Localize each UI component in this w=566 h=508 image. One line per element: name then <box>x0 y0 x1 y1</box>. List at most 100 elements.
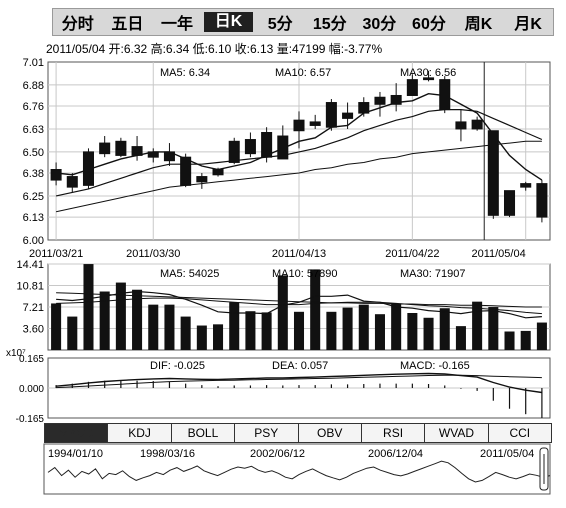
candle-body <box>261 131 273 158</box>
tab-indicator-boll[interactable]: BOLL <box>172 424 236 442</box>
quote-date: 2011/05/04 <box>46 42 106 56</box>
tab-period-0[interactable]: 分时 <box>61 16 94 33</box>
volume-y-tick: 14.41 <box>16 259 44 271</box>
volume-bar <box>423 317 434 350</box>
ma10-label: MA10: 6.57 <box>275 67 331 79</box>
price-y-tick: 6.50 <box>23 147 44 159</box>
tab-period-5[interactable]: 5分 <box>267 16 293 33</box>
volume-bar <box>180 316 191 350</box>
candle-body <box>99 142 111 155</box>
tab-indicator-obv[interactable]: OBV <box>299 424 362 442</box>
vol-ma30-label: MA30: 71907 <box>400 268 465 280</box>
tab-period-k[interactable]: 月K <box>514 16 542 33</box>
volume-bar <box>488 307 499 350</box>
tab-indicator-psy[interactable]: PSY <box>235 424 299 442</box>
macd-y-tick: 0.000 <box>19 384 44 395</box>
volume-bar <box>342 307 353 350</box>
volume-bar <box>326 311 337 350</box>
indicator-tabs: MACD KDJ BOLL PSY OBV RSI WVAD CCI <box>44 423 552 443</box>
tab-period-60[interactable]: 60分 <box>412 16 446 33</box>
candle-body <box>390 94 402 105</box>
volume-bar <box>536 322 547 350</box>
tab-period-2[interactable]: 一年 <box>160 16 193 33</box>
candle-body <box>471 119 483 130</box>
candle-body <box>536 183 548 218</box>
candle-body <box>196 176 208 183</box>
price-x-tick: 2011/03/30 <box>126 248 180 260</box>
candle-body <box>358 102 370 114</box>
volume-bar <box>196 325 207 350</box>
candle-body <box>293 119 305 132</box>
navigator-x-tick: 1994/01/10 <box>48 448 103 460</box>
macd-label: MACD: -0.165 <box>400 360 470 372</box>
tab-indicator-cci[interactable]: CCI <box>509 426 531 440</box>
candle-body <box>163 151 175 162</box>
volume-bar <box>83 264 94 350</box>
navigator-x-tick: 1998/03/16 <box>140 448 195 460</box>
ma5-label: MA5: 6.34 <box>160 67 210 79</box>
volume-bar <box>455 326 466 350</box>
candle-body <box>325 102 337 128</box>
volume-bar <box>407 312 418 350</box>
volume-bar <box>310 269 321 350</box>
volume-bar <box>213 324 224 350</box>
candle-body <box>374 96 386 105</box>
navigator-x-tick: 2011/05/04 <box>480 448 534 460</box>
candle-body <box>244 139 256 155</box>
candle-body <box>212 169 224 176</box>
macd-y-tick: 0.165 <box>19 354 44 365</box>
tab-period-15[interactable]: 15分 <box>312 16 347 33</box>
close-label: 收: <box>234 42 250 56</box>
vol-ma5-line <box>56 290 542 319</box>
volume-bar <box>229 302 240 350</box>
ma30-line <box>55 140 542 213</box>
volume-bar <box>374 314 385 350</box>
dea-label: DEA: 0.057 <box>272 360 328 372</box>
tab-indicator-kdj[interactable]: KDJ <box>108 424 172 442</box>
price-y-tick: 6.00 <box>23 235 44 247</box>
vol-ma5-label: MA5: 54025 <box>160 268 219 280</box>
candle-body <box>503 190 516 216</box>
candle-body <box>455 121 467 130</box>
tab-indicator-macd[interactable]: MACD <box>45 424 109 442</box>
tab-period-30[interactable]: 30分 <box>362 16 397 33</box>
volume-bar <box>277 275 288 350</box>
candle-body <box>342 112 354 119</box>
volume-bar <box>148 304 159 350</box>
volume-bar <box>132 289 143 350</box>
price-y-tick: 7.01 <box>23 57 44 69</box>
volume-bar <box>67 316 78 350</box>
volume-value: 47199 <box>292 42 326 56</box>
candle-body <box>277 135 289 160</box>
tab-period-k[interactable]: 日K <box>203 12 254 32</box>
tab-indicator-rsi[interactable]: RSI <box>362 424 426 442</box>
price-y-tick: 6.88 <box>23 80 44 92</box>
open-label: 开: <box>108 42 124 56</box>
candle-body <box>66 176 78 188</box>
volume-bar <box>99 291 110 350</box>
volume-bar <box>164 304 175 350</box>
volume-label: 量: <box>276 42 293 56</box>
vol-ma10-line <box>56 297 542 315</box>
candle-body <box>406 79 418 96</box>
price-y-tick: 6.38 <box>23 168 44 180</box>
price-y-tick: 6.25 <box>23 191 44 203</box>
period-tabs: 分时 五日 一年 日K 5分 15分 30分 60分 周K 月K <box>52 8 554 36</box>
volume-bar <box>504 331 515 350</box>
volume-y-tick: 3.60 <box>23 324 44 336</box>
volume-unit-label: x10⁷ <box>6 348 26 359</box>
volume-bar <box>261 312 272 350</box>
ma30-label: MA30: 6.56 <box>400 67 456 79</box>
price-x-tick: 2011/04/13 <box>272 248 326 260</box>
navigator-line <box>47 460 551 483</box>
volume-y-tick: 10.81 <box>16 280 44 292</box>
tab-indicator-wvad[interactable]: WVAD <box>425 424 489 442</box>
high-label: 高: <box>150 42 166 56</box>
tab-period-1[interactable]: 五日 <box>111 16 144 33</box>
candle-body <box>439 79 451 111</box>
navigator-x-tick: 2002/06/12 <box>250 448 305 460</box>
navigator-frame <box>43 443 551 495</box>
candle-body <box>309 121 321 126</box>
tab-period-k[interactable]: 周K <box>464 16 493 33</box>
